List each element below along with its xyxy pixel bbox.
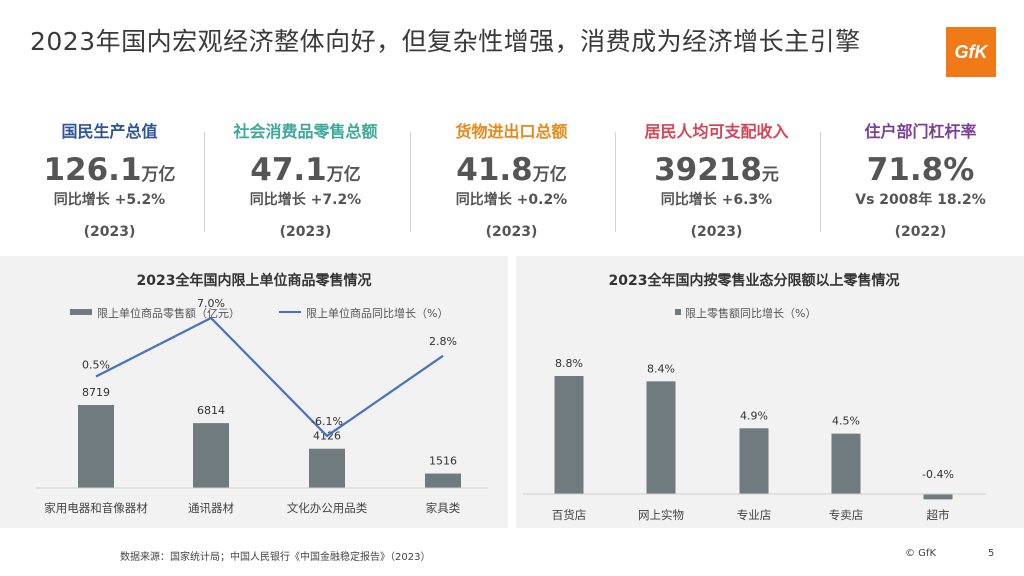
x-tick-label: 专卖店 (829, 508, 864, 522)
kpi-year: (2023) (83, 224, 136, 240)
kpi-year: (2022) (894, 224, 947, 240)
kpi-name: 居民人均可支配收入 (644, 122, 789, 141)
bar-value-label: 8.4% (647, 362, 675, 375)
line-value-label: 0.5% (82, 359, 110, 372)
x-tick-label: 专业店 (737, 508, 772, 522)
kpi-value: 71.8% (866, 152, 975, 188)
kpi-value: 126.1万亿 (43, 152, 176, 188)
bar (193, 423, 229, 488)
chart-title: 2023全年国内按零售业态分限额以上零售情况 (609, 272, 900, 289)
gfk-logo: GfK (946, 27, 996, 77)
page-title: 2023年国内宏观经济整体向好，但复杂性增强，消费成为经济增长主引擎 (30, 27, 861, 56)
data-source: 数据来源：国家统计局；中国人民银行《中国金融稳定报告》（2023） (120, 552, 431, 563)
kpi-growth: 同比增长 +7.2% (249, 192, 362, 208)
kpi-value: 39218元 (654, 152, 779, 188)
kpi-divider (615, 132, 616, 232)
chart-panel-right: 2023全年国内按零售业态分限额以上零售情况限上零售额同比增长（%） 8.8% 百货… (516, 256, 1024, 528)
bar-value-label: 8.8% (555, 357, 583, 370)
line-value-label: 2.8% (429, 335, 457, 348)
kpi-income: 居民人均可支配收入 39218元 同比增长 +6.3% (2023) (614, 120, 819, 242)
x-tick-label: 家具类 (426, 501, 461, 515)
kpi-name: 住户部门杠杆率 (864, 122, 977, 141)
x-tick-label: 文化办公用品类 (287, 501, 368, 515)
kpi-gdp: 国民生产总值 126.1万亿 同比增长 +5.2% (2023) (7, 120, 212, 242)
growth-line (95, 316, 444, 438)
bar-value-label: 1516 (429, 455, 457, 468)
bar-value-label: 8719 (82, 386, 110, 399)
legend-swatch-bar (70, 309, 92, 315)
kpi-retail: 社会消费品零售总额 47.1万亿 同比增长 +7.2% (2023) (203, 120, 408, 242)
chart-title: 2023全年国内限上单位商品零售情况 (137, 272, 372, 289)
page-number: 5 (988, 548, 995, 559)
bar-value-label: 6814 (197, 404, 225, 417)
kpi-year: (2023) (279, 224, 332, 240)
legend-swatch-bar (675, 309, 681, 315)
bar (831, 433, 861, 494)
kpi-value: 47.1万亿 (250, 152, 361, 188)
bar (78, 405, 114, 488)
bar-value-label: 4.5% (832, 415, 860, 428)
kpi-name: 社会消费品零售总额 (233, 122, 378, 141)
kpi-divider (820, 132, 821, 232)
bar (923, 494, 953, 500)
legend-label: 限上单位商品同比增长（%） (306, 306, 448, 320)
x-tick-label: 网上实物 (638, 508, 684, 522)
kpi-trade: 货物进出口总额 41.8万亿 同比增长 +0.2% (2023) (409, 120, 614, 242)
kpi-growth: 同比增长 +6.3% (660, 192, 773, 208)
bar-value-label: 4.9% (740, 409, 768, 422)
kpi-leverage: 住户部门杠杆率 71.8% Vs 2008年 18.2% (2022) (818, 120, 1023, 242)
kpi-divider (204, 132, 205, 232)
bar (309, 448, 345, 488)
bar (425, 473, 461, 488)
kpi-year: (2023) (690, 224, 743, 240)
kpi-name: 国民生产总值 (61, 122, 158, 141)
line-value-label: 7.0% (197, 297, 225, 310)
kpi-name: 货物进出口总额 (455, 122, 568, 141)
x-tick-label: 超市 (927, 508, 950, 522)
legend-label: 限上单位商品零售额（亿元） (97, 306, 240, 320)
bar-value-label: -0.4% (922, 468, 954, 481)
chart-panel-left: 2023全年国内限上单位商品零售情况限上单位商品零售额（亿元） 限上单位商品同比增… (0, 256, 508, 528)
bar (646, 381, 676, 494)
x-tick-label: 通讯器材 (188, 501, 234, 515)
kpi-row: 国民生产总值 126.1万亿 同比增长 +5.2% (2023) 社会消费品零售… (0, 120, 1024, 250)
bar (739, 428, 769, 494)
kpi-growth: 同比增长 +5.2% (53, 192, 166, 208)
kpi-growth: 同比增长 +0.2% (455, 192, 568, 208)
line-value-label: -6.1% (311, 415, 343, 428)
copyright: © GfK (905, 548, 937, 559)
kpi-growth: Vs 2008年 18.2% (855, 192, 986, 208)
legend-label: 限上零售额同比增长（%） (685, 306, 816, 320)
kpi-divider (410, 132, 411, 232)
bar (554, 376, 584, 494)
kpi-year: (2023) (485, 224, 538, 240)
kpi-value: 41.8万亿 (456, 152, 567, 188)
x-tick-label: 家用电器和音像器材 (44, 501, 148, 515)
x-tick-label: 百货店 (552, 508, 587, 522)
